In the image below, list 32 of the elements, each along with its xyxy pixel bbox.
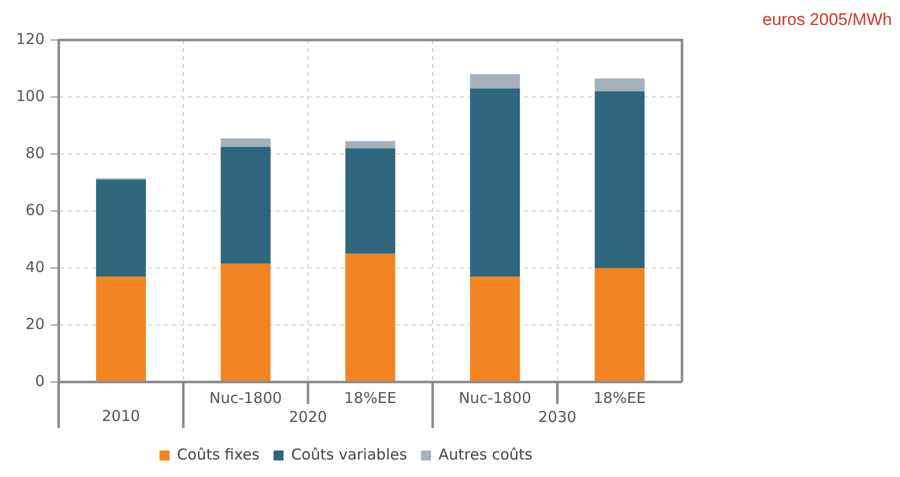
x-tick-label: 18%EE [344,388,396,407]
y-tick-label: 120 [16,30,45,48]
text: 2020 [288,408,328,426]
legend-label: Autres coûts [438,445,533,464]
bar [345,141,396,148]
bar [594,78,645,92]
bar [96,180,146,277]
text: 2030 [538,408,576,426]
bar [470,276,520,382]
x-tick-label: Nuc-1800 [209,388,282,407]
x-tick-label: Nuc-1800 [458,388,532,407]
bar [470,74,520,88]
x-tick-label: 18%EE [594,388,646,407]
bar [594,268,645,382]
legend-label: Coûts variables [291,445,408,464]
y-tick-label: 100 [16,86,45,105]
bar [220,138,271,147]
x-tick-label: 2010 [102,406,140,425]
y-tick-label: 80 [26,144,45,162]
bar [220,264,271,382]
y-axis-title: euros 2005/MWh [762,10,892,30]
bar [470,88,520,277]
bar [345,254,396,382]
y-tick-label: 0 [35,372,45,390]
bar [220,146,271,264]
bar [345,148,396,254]
y-tick-label: 40 [26,258,45,276]
legend-label: Coûts fixes [177,445,260,464]
y-tick-label: 20 [26,314,45,333]
y-tick-label: 60 [26,200,45,219]
bar [96,276,146,382]
bar [594,91,645,268]
